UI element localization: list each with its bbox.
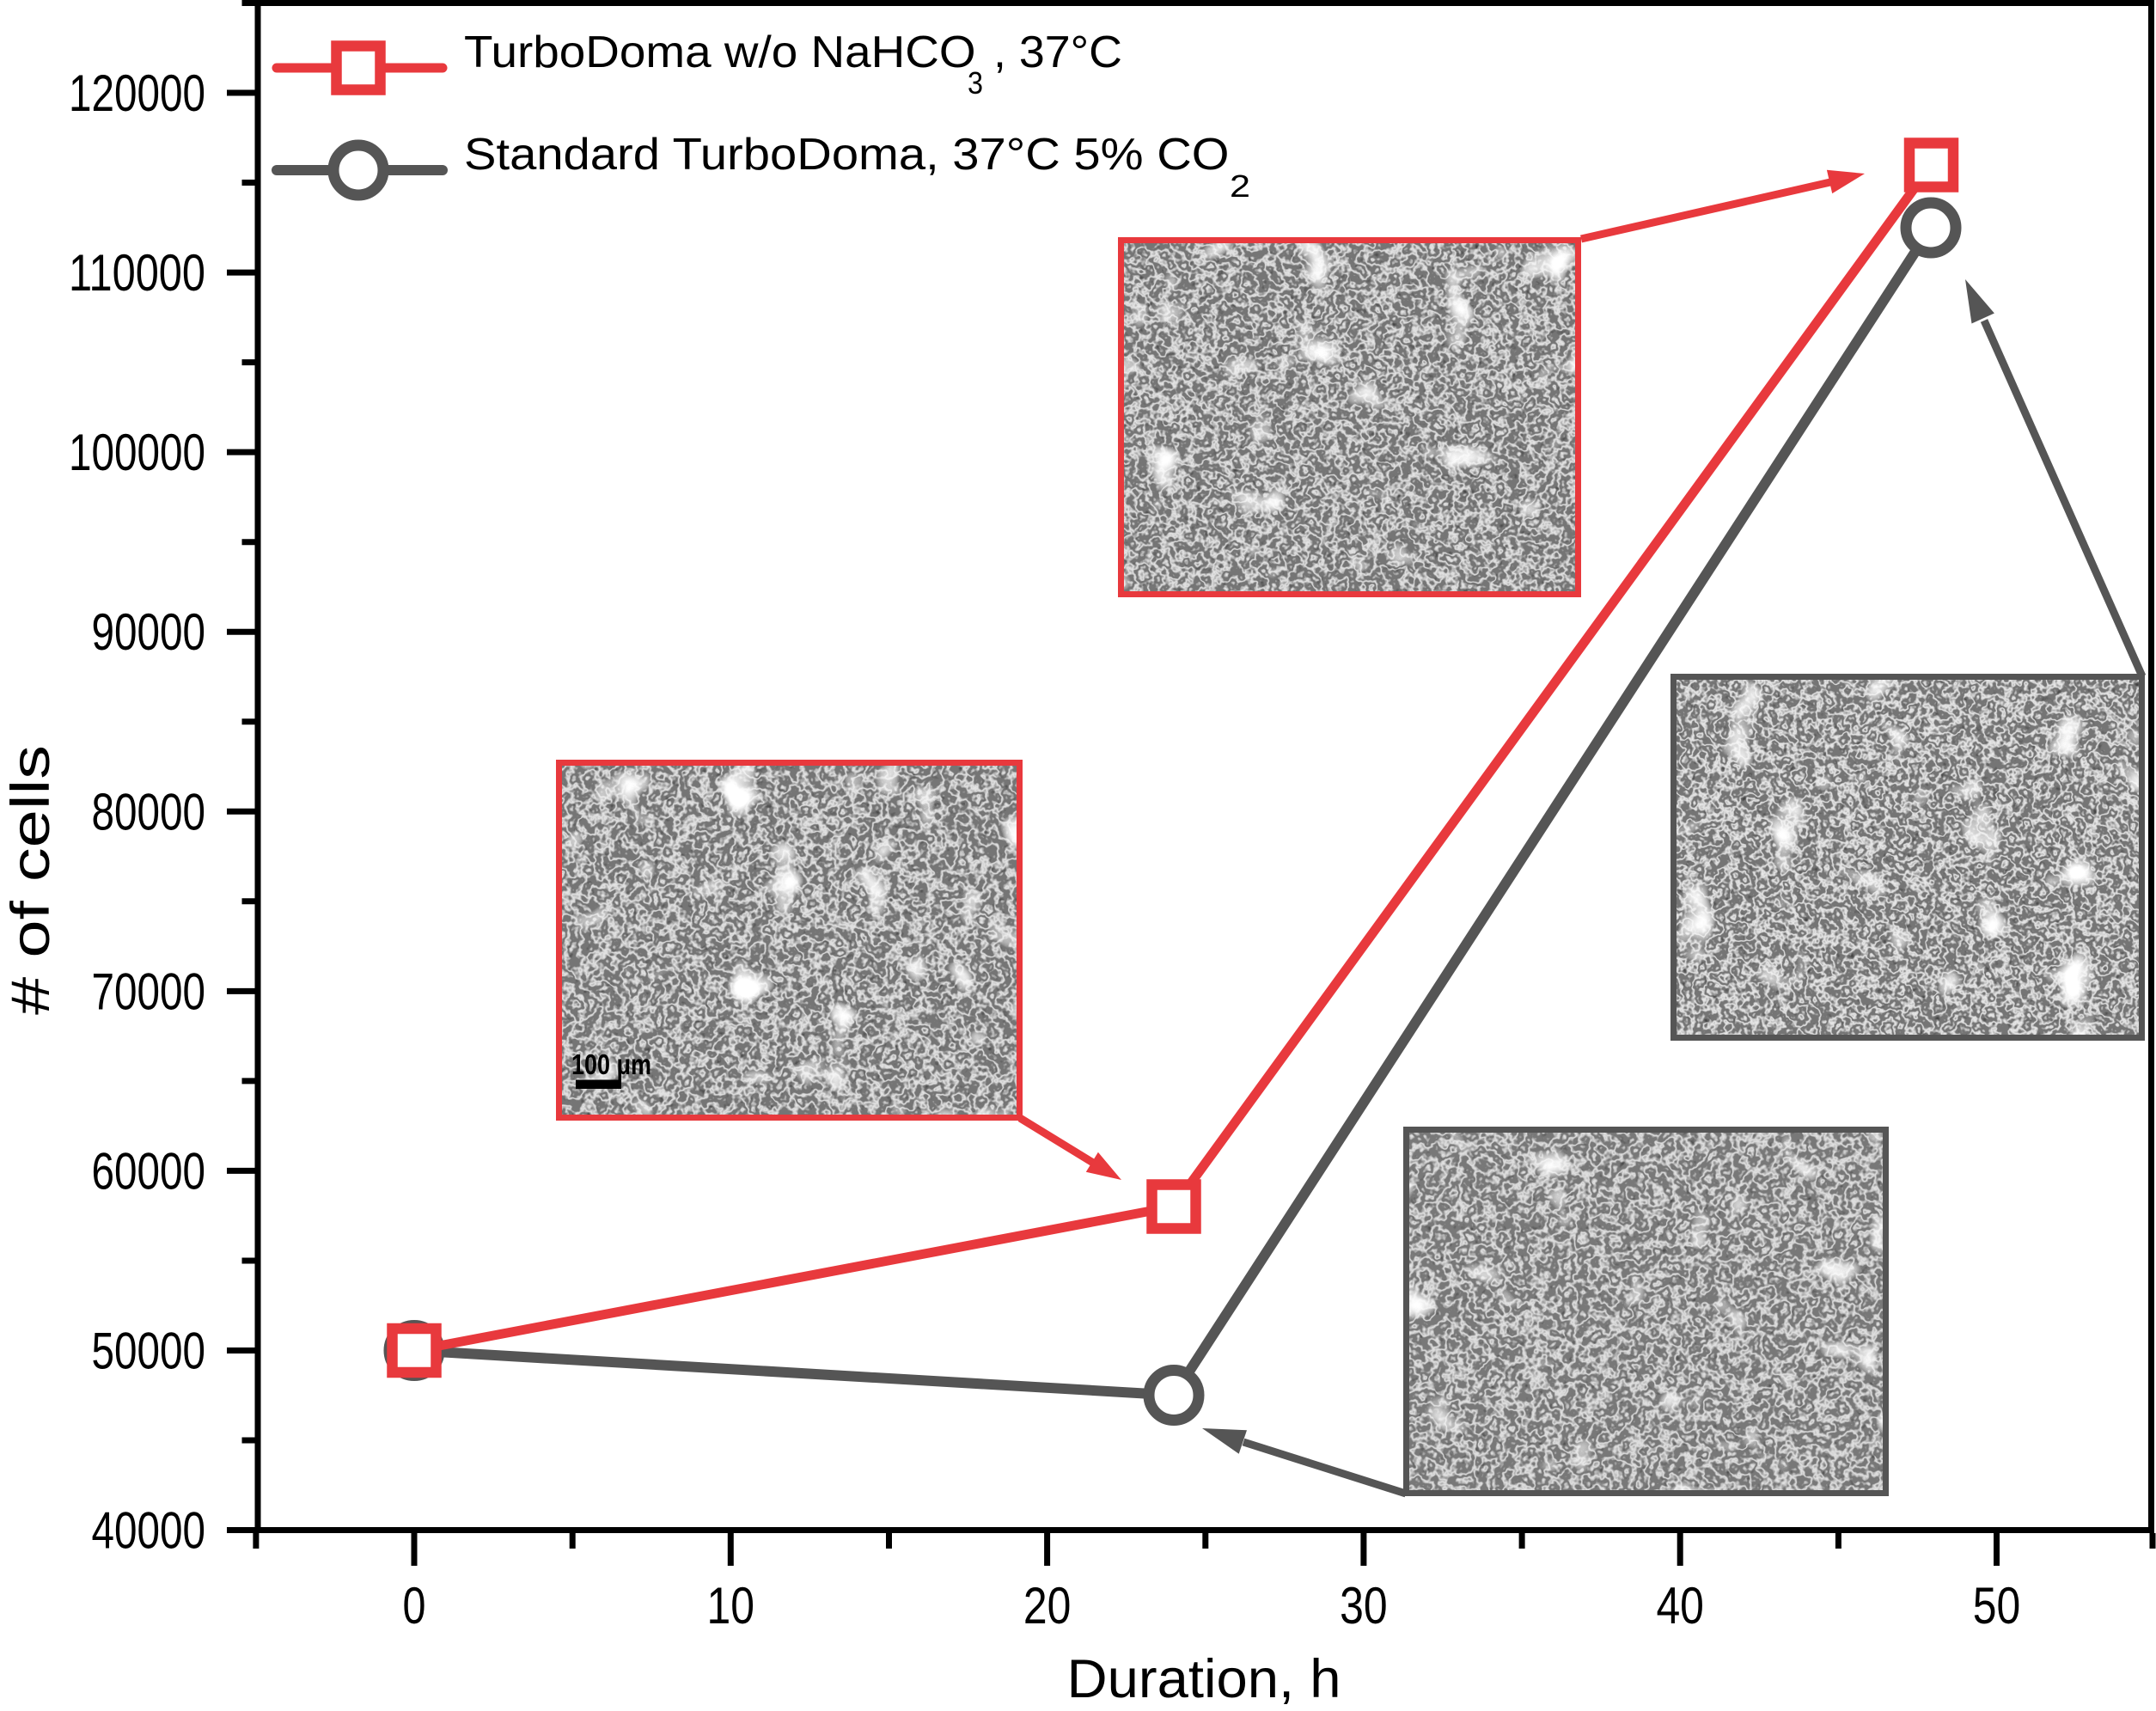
svg-text:50: 50: [1973, 1577, 2021, 1635]
svg-text:80000: 80000: [92, 783, 206, 840]
svg-text:50000: 50000: [92, 1323, 206, 1380]
svg-text:120000: 120000: [69, 64, 205, 122]
svg-text:3: 3: [968, 65, 983, 101]
svg-text:100000: 100000: [69, 424, 205, 481]
svg-text:# of cells: # of cells: [1, 745, 61, 1015]
svg-text:60000: 60000: [92, 1142, 206, 1200]
svg-text:30: 30: [1340, 1577, 1388, 1635]
svg-text:70000: 70000: [92, 962, 206, 1020]
svg-text:40: 40: [1656, 1577, 1704, 1635]
svg-text:Standard TurboDoma, 37°C 5% CO: Standard TurboDoma, 37°C 5% CO: [464, 130, 1230, 180]
svg-text:100 μm: 100 μm: [571, 1048, 651, 1080]
svg-text:40000: 40000: [92, 1502, 206, 1560]
svg-text:110000: 110000: [69, 244, 205, 302]
svg-text:10: 10: [707, 1577, 755, 1635]
svg-text:TurboDoma w/o NaHCO: TurboDoma w/o NaHCO: [464, 27, 976, 77]
svg-text:, 37°C: , 37°C: [993, 27, 1122, 77]
svg-text:90000: 90000: [92, 603, 206, 661]
svg-text:Duration, h: Duration, h: [1067, 1649, 1341, 1709]
svg-text:2: 2: [1230, 168, 1250, 204]
svg-text:20: 20: [1023, 1577, 1072, 1635]
svg-text:0: 0: [403, 1577, 426, 1635]
